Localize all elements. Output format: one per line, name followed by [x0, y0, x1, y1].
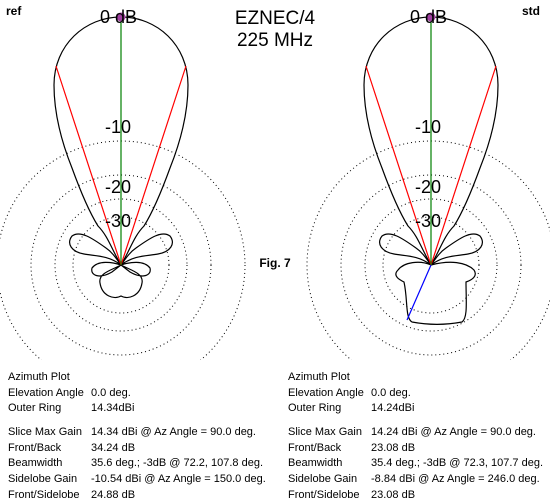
- front-sidelobe-row: Front/Sidelobe 23.08 dB: [288, 488, 550, 504]
- ref-info-panel: Azimuth Plot Elevation Angle 0.0 deg. Out…: [8, 370, 278, 504]
- slice-max-gain-label: Slice Max Gain: [288, 426, 362, 439]
- front-back-value: 34.24 dB: [91, 441, 136, 454]
- ref-side-lobes: [69, 233, 173, 299]
- front-back-row: Front/Back 23.08 dB: [288, 441, 550, 457]
- figure-label: Fig. 7: [259, 256, 291, 270]
- front-sidelobe-label: Front/Sidelobe: [8, 488, 80, 501]
- std-label: std: [522, 4, 540, 18]
- slice-max-gain-value: 14.34 dBi @ Az Angle = 90.0 deg.: [91, 426, 256, 439]
- elevation-value: 0.0 deg.: [371, 386, 411, 399]
- beamwidth-label: Beamwidth: [288, 457, 343, 470]
- front-back-label: Front/Back: [288, 441, 342, 454]
- outer-ring-row: Outer Ring 14.24dBi: [288, 401, 550, 417]
- polar-plots: 0 dB -10 -20 -30 0 dB -10 -20 -30: [0, 7, 550, 360]
- std-beam-edge-2: [430, 65, 497, 266]
- front-sidelobe-value: 23.08 dB: [371, 488, 416, 501]
- sidelobe-gain-label: Sidelobe Gain: [288, 473, 358, 486]
- std-sidelobe-line: [406, 264, 432, 321]
- sidelobe-gain-row: Sidelobe Gain -8.84 dBi @ Az Angle = 246.…: [288, 472, 550, 488]
- sidelobe-gain-label: Sidelobe Gain: [8, 473, 78, 486]
- std-beam-edge-1: [365, 65, 432, 266]
- std-polar-plot: 0 dB -10 -20 -30: [306, 7, 550, 360]
- ref-beam-edge-2: [120, 65, 187, 266]
- std-ring-label-10: -10: [415, 117, 441, 137]
- std-ring-label-20: -20: [415, 177, 441, 197]
- std-info-panel: Azimuth Plot Elevation Angle 0.0 deg. Out…: [288, 370, 550, 504]
- std-ring-label-30: -30: [415, 211, 441, 231]
- beamwidth-row: Beamwidth 35.6 deg.; -3dB @ 72.2, 107.8 d…: [8, 456, 278, 472]
- elevation-label: Elevation Angle: [288, 386, 364, 399]
- beamwidth-value: 35.6 deg.; -3dB @ 72.2, 107.8 deg.: [91, 457, 264, 470]
- std-max-marker: [426, 12, 436, 22]
- elevation-label: Elevation Angle: [8, 386, 84, 399]
- plot-type-row: Azimuth Plot: [8, 370, 278, 386]
- sidelobe-gain-value: -8.84 dBi @ Az Angle = 246.0 deg.: [371, 473, 540, 486]
- elevation-row: Elevation Angle 0.0 deg.: [288, 386, 550, 402]
- slice-max-gain-row: Slice Max Gain 14.24 dBi @ Az Angle = 90.…: [288, 425, 550, 441]
- ref-ring-label-0: 0 dB: [100, 7, 137, 27]
- outer-ring-row: Outer Ring 14.34dBi: [8, 401, 278, 417]
- slice-max-gain-label: Slice Max Gain: [8, 426, 82, 439]
- program-title: EZNEC/4: [234, 8, 316, 29]
- ring-20: [364, 198, 498, 332]
- slice-max-gain-value: 14.24 dBi @ Az Angle = 90.0 deg.: [371, 426, 536, 439]
- std-ring-label-0: 0 dB: [410, 7, 447, 27]
- ring-10: [30, 174, 212, 356]
- std-side-lobes: [379, 233, 483, 325]
- front-sidelobe-label: Front/Sidelobe: [288, 488, 360, 501]
- front-sidelobe-value: 24.88 dB: [91, 488, 136, 501]
- elevation-value: 0.0 deg.: [91, 386, 131, 399]
- sidelobe-gain-value: -10.54 dBi @ Az Angle = 150.0 deg.: [91, 473, 266, 486]
- plot-type: Azimuth Plot: [8, 371, 70, 383]
- ring-30: [72, 216, 170, 314]
- beamwidth-label: Beamwidth: [8, 457, 63, 470]
- slice-max-gain-row: Slice Max Gain 14.34 dBi @ Az Angle = 90.…: [8, 425, 278, 441]
- ref-ring-label-20: -20: [105, 177, 131, 197]
- beamwidth-value: 35.4 deg.; -3dB @ 72.3, 107.7 deg.: [371, 457, 544, 470]
- ref-beam-edge-1: [55, 65, 122, 266]
- sidelobe-gain-row: Sidelobe Gain -10.54 dBi @ Az Angle = 150…: [8, 472, 278, 488]
- elevation-row: Elevation Angle 0.0 deg.: [8, 386, 278, 402]
- outer-ring-label: Outer Ring: [8, 402, 62, 415]
- beamwidth-row: Beamwidth 35.4 deg.; -3dB @ 72.3, 107.7 d…: [288, 456, 550, 472]
- ref-label: ref: [6, 4, 22, 18]
- ring-outer: [306, 140, 550, 360]
- outer-ring-label: Outer Ring: [288, 402, 342, 415]
- frequency-title: 225 MHz: [236, 30, 314, 51]
- ref-polar-plot: 0 dB -10 -20 -30: [0, 7, 246, 360]
- ref-ring-label-10: -10: [105, 117, 131, 137]
- ring-30: [382, 216, 480, 314]
- front-back-label: Front/Back: [8, 441, 62, 454]
- ref-ring-label-30: -30: [105, 211, 131, 231]
- outer-ring-value: 14.34dBi: [91, 402, 135, 415]
- plot-type-row: Azimuth Plot: [288, 370, 550, 386]
- ring-20: [54, 198, 188, 332]
- front-sidelobe-row: Front/Sidelobe 24.88 dB: [8, 488, 278, 504]
- plot-type: Azimuth Plot: [288, 371, 350, 383]
- ref-max-marker: [116, 12, 126, 22]
- front-back-value: 23.08 dB: [371, 441, 416, 454]
- front-back-row: Front/Back 34.24 dB: [8, 441, 278, 457]
- outer-ring-value: 14.24dBi: [371, 402, 415, 415]
- ring-outer: [0, 140, 246, 360]
- ring-10: [340, 174, 522, 356]
